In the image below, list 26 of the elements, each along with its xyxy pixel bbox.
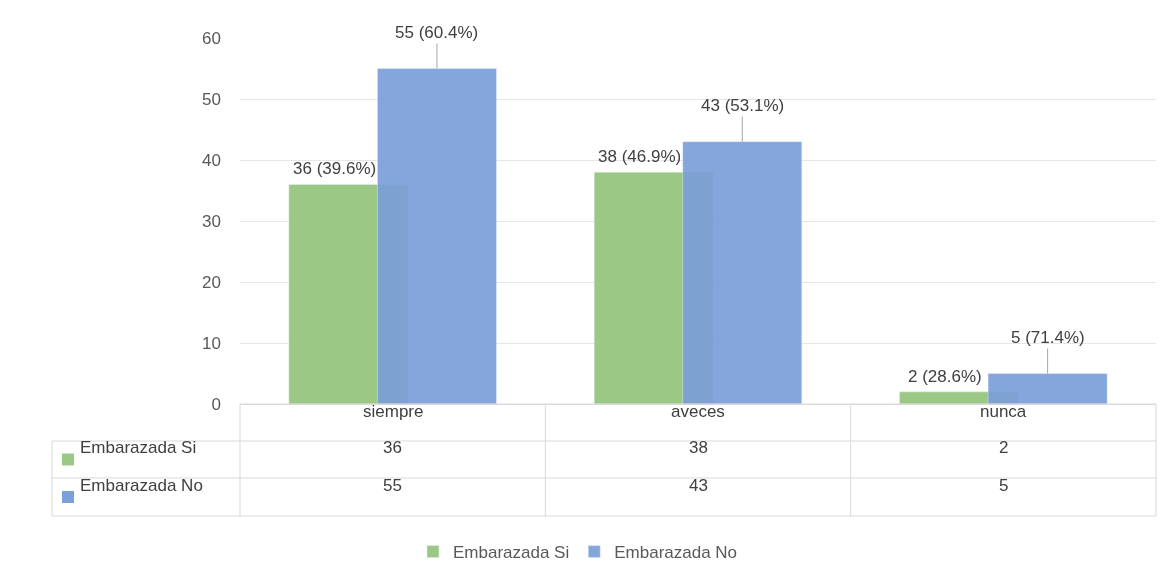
data-label: 2 [999, 438, 1009, 457]
y-tick-label: 0 [211, 394, 221, 414]
data-label: 55 [383, 476, 402, 495]
text: Embarazada Si [80, 438, 197, 457]
data-label: 43 [689, 476, 708, 495]
annotation: 5 (71.4%) [1011, 328, 1085, 347]
legend-label: Embarazada No [614, 543, 738, 563]
text: Embarazada No [80, 476, 203, 495]
data-label: 5 [999, 476, 1009, 495]
annotation: 2 (28.6%) [908, 367, 982, 386]
data-label: 36 [383, 438, 402, 457]
annotation: 55 (60.4%) [395, 23, 479, 42]
annotation: 43 (53.1%) [701, 96, 785, 115]
x-tick-label: nunca [980, 402, 1027, 421]
y-tick-label: 10 [202, 333, 221, 353]
y-tick-label: 20 [202, 272, 221, 292]
y-tick-label: 30 [202, 211, 221, 231]
x-tick-label: aveces [671, 402, 725, 421]
annotation: 36 (39.6%) [293, 159, 377, 178]
legend-label: Embarazada Si [453, 543, 570, 563]
annotation: 38 (46.9%) [598, 147, 682, 166]
y-tick-label: 40 [202, 150, 221, 170]
y-tick-label: 50 [202, 89, 221, 109]
x-tick-label: siempre [363, 402, 424, 421]
data-label: 38 [689, 438, 708, 457]
y-tick-label: 60 [202, 28, 221, 48]
